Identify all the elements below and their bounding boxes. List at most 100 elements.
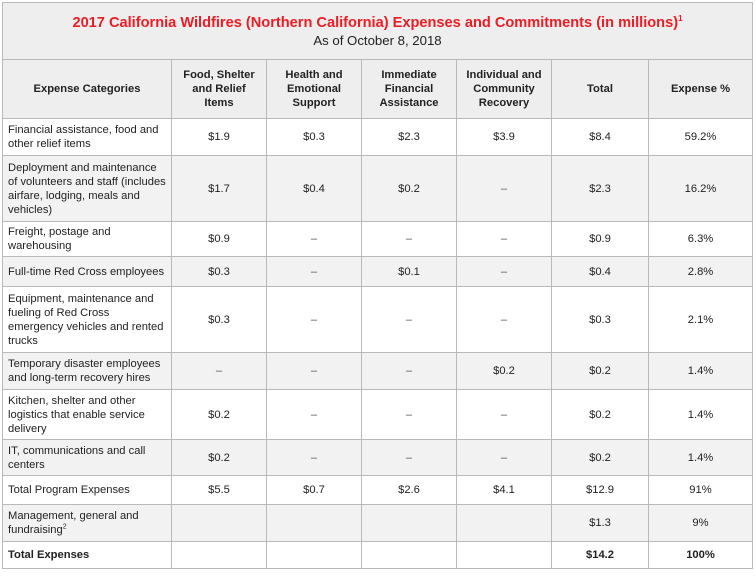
header-health-emotional: Health and Emotional Support (266, 59, 362, 119)
row-total-cell: $0.4 (551, 256, 649, 287)
header-immediate-financial: Immediate Financial Assistance (361, 59, 457, 119)
row-value-cell: $0.2 (171, 389, 267, 440)
row-value-cell: – (456, 155, 552, 222)
row-percent-cell: 6.3% (648, 221, 753, 257)
table-title: 2017 California Wildfires (Northern Cali… (72, 13, 683, 31)
row-value-cell: – (361, 389, 457, 440)
row-value-cell: – (361, 286, 457, 353)
row-value-cell (456, 504, 552, 542)
row-category: Total Program Expenses (2, 475, 172, 505)
table-body: Financial assistance, food and other rel… (2, 118, 753, 569)
row-value-cell: – (361, 352, 457, 390)
row-value-cell: – (171, 352, 267, 390)
row-category: Temporary disaster employees and long-te… (2, 352, 172, 390)
row-percent-cell: 16.2% (648, 155, 753, 222)
row-total-cell: $14.2 (551, 541, 649, 569)
row-value-cell: $2.6 (361, 475, 457, 505)
row-percent-cell: 59.2% (648, 118, 753, 156)
table-row: IT, communications and call centers $0.2–… (2, 439, 753, 476)
row-value-cell: – (456, 286, 552, 353)
row-value-cell (456, 541, 552, 569)
row-value-cell (361, 504, 457, 542)
header-individual-community: Individual and Community Recovery (456, 59, 552, 119)
row-value-cell: $3.9 (456, 118, 552, 156)
row-category: Management, general and fundraising2 (2, 504, 172, 542)
row-value-cell: – (456, 256, 552, 287)
row-total-cell: $0.2 (551, 389, 649, 440)
row-percent-cell: 2.1% (648, 286, 753, 353)
table-row: Total Program Expenses $5.5 $0.7 $2.6 $4.1 $1… (2, 475, 753, 505)
row-percent-cell: 1.4% (648, 389, 753, 440)
row-value-cell: $0.3 (171, 286, 267, 353)
row-total-cell: $1.3 (551, 504, 649, 542)
row-value-cell: – (361, 439, 457, 476)
row-category: IT, communications and call centers (2, 439, 172, 476)
row-value-cell: $5.5 (171, 475, 267, 505)
row-value-cell: $0.7 (266, 475, 362, 505)
row-category: Total Expenses (2, 541, 172, 569)
row-percent-cell: 100% (648, 541, 753, 569)
header-total: Total (551, 59, 649, 119)
row-value-cell: $2.3 (361, 118, 457, 156)
row-category: Full-time Red Cross employees (2, 256, 172, 287)
category-footnote-marker: 2 (62, 523, 67, 531)
table-row: Equipment, maintenance and fueling of Re… (2, 286, 753, 353)
row-value-cell (266, 504, 362, 542)
title-footnote-marker: 1 (678, 13, 683, 23)
row-category: Equipment, maintenance and fueling of Re… (2, 286, 172, 353)
row-percent-cell: 9% (648, 504, 753, 542)
table-row: Deployment and maintenance of volunteers… (2, 155, 753, 222)
row-value-cell: – (266, 352, 362, 390)
row-total-cell: $8.4 (551, 118, 649, 156)
row-value-cell: – (456, 389, 552, 440)
header-expense-percent: Expense % (648, 59, 753, 119)
row-total-cell: $12.9 (551, 475, 649, 505)
row-value-cell: $1.9 (171, 118, 267, 156)
row-value-cell: $0.3 (266, 118, 362, 156)
row-value-cell (171, 504, 267, 542)
row-percent-cell: 1.4% (648, 352, 753, 390)
row-value-cell (266, 541, 362, 569)
table-row: Total Expenses $14.2 100% (2, 541, 753, 569)
table-subtitle: As of October 8, 2018 (313, 32, 442, 48)
row-value-cell: $1.7 (171, 155, 267, 222)
row-value-cell: – (361, 221, 457, 257)
table-row: Freight, postage and warehousing $0.9– – – $… (2, 221, 753, 257)
table-row: Kitchen, shelter and other logistics tha… (2, 389, 753, 440)
expense-table: 2017 California Wildfires (Northern Cali… (2, 2, 753, 569)
row-value-cell: – (266, 286, 362, 353)
header-expense-categories: Expense Categories (2, 59, 172, 119)
row-percent-cell: 2.8% (648, 256, 753, 287)
table-row: Financial assistance, food and other rel… (2, 118, 753, 156)
header-food-shelter-relief: Food, Shelter and Relief Items (171, 59, 267, 119)
row-total-cell: $0.2 (551, 439, 649, 476)
row-value-cell (171, 541, 267, 569)
row-category: Deployment and maintenance of volunteers… (2, 155, 172, 222)
row-value-cell: $0.2 (456, 352, 552, 390)
row-value-cell: $0.9 (171, 221, 267, 257)
table-row: Temporary disaster employees and long-te… (2, 352, 753, 390)
row-category: Financial assistance, food and other rel… (2, 118, 172, 156)
table-title-cell: 2017 California Wildfires (Northern Cali… (2, 2, 753, 60)
table-row: Full-time Red Cross employees $0.3– $0.1– $… (2, 256, 753, 287)
row-value-cell: – (266, 439, 362, 476)
row-value-cell: – (266, 389, 362, 440)
row-value-cell: – (456, 221, 552, 257)
row-percent-cell: 1.4% (648, 439, 753, 476)
row-value-cell: $0.1 (361, 256, 457, 287)
row-percent-cell: 91% (648, 475, 753, 505)
row-total-cell: $0.3 (551, 286, 649, 353)
row-value-cell: – (266, 256, 362, 287)
row-total-cell: $0.9 (551, 221, 649, 257)
row-value-cell: $0.2 (171, 439, 267, 476)
row-value-cell: $0.3 (171, 256, 267, 287)
row-value-cell: $0.2 (361, 155, 457, 222)
table-row: Management, general and fundraising2 $1.3… (2, 504, 753, 542)
row-value-cell: – (456, 439, 552, 476)
column-header-row: Expense Categories Food, Shelter and Reli… (2, 59, 753, 119)
row-total-cell: $2.3 (551, 155, 649, 222)
row-total-cell: $0.2 (551, 352, 649, 390)
row-category: Kitchen, shelter and other logistics tha… (2, 389, 172, 440)
row-value-cell (361, 541, 457, 569)
row-value-cell: $0.4 (266, 155, 362, 222)
